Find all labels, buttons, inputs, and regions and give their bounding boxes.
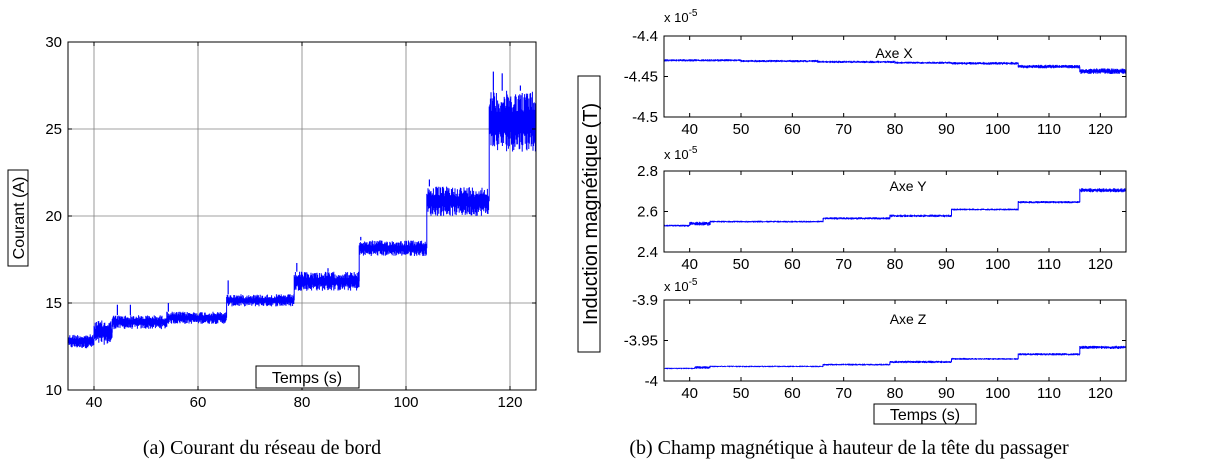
x-tick-label: 40 [681,256,698,273]
x-tick-label: 100 [985,385,1010,402]
y-tick-label: 10 [45,382,62,399]
y-tick-label: -3.95 [624,333,658,350]
x-tick-label: 50 [733,121,750,138]
x-tick-label: 110 [1037,121,1061,138]
y-tick-label: 2.8 [637,163,658,180]
trace-band [663,59,1127,74]
x-tick-label: 110 [1037,256,1061,273]
x-tick-label: 80 [887,121,904,138]
caption-b: (b) Champ magnétique à hauteur de la têt… [629,437,1069,459]
x-tick-label: 40 [86,394,103,411]
x-tick-label: 100 [985,256,1010,273]
x-tick-label: 80 [294,394,311,411]
y-tick-label: 20 [45,208,62,225]
x-tick-label: 110 [1037,385,1061,402]
x-tick-label: 120 [497,394,522,411]
x-tick-label: 100 [393,394,418,411]
xlabel-a: Temps (s) [272,370,342,387]
y-tick-label: -4 [645,373,658,390]
ticks-b3: 40 50 60 70 80 90 100 110 120 -3.9 -3.95 -4 [624,292,1126,402]
grid-a [68,41,536,391]
x-tick-label: 40 [681,385,698,402]
x-tick-label: 50 [733,256,750,273]
ylabel-box-a [7,169,29,267]
x-tick-label: 60 [190,394,207,411]
y-tick-label: -4.45 [624,69,658,86]
exponent-b3: x 10-5 [664,277,698,294]
ylabel-b: Induction magnétique (T) [580,103,602,325]
x-tick-label: 90 [938,385,955,402]
ylabel-a: Courant (A) [11,177,28,260]
xlabel-box-b [873,403,977,425]
y-tick-label: -3.9 [632,292,658,309]
ticks-b1: 40 50 60 70 80 90 100 110 120 -4.4 -4.45 -4.5 [624,28,1126,138]
subplot-title-b1: Axe X [875,45,913,61]
xlabel-box-a [255,365,360,389]
x-tick-label: 100 [985,121,1010,138]
trace-b1 [663,59,1127,74]
y-tick-label: 25 [45,121,62,138]
y-tick-label: 30 [45,34,62,51]
y-tick-label: 2.4 [637,244,658,261]
subplot-axe-x: 40 50 60 70 80 90 100 110 120 -4.4 -4.45 -4.5 x 10-… [624,8,1127,138]
subplot-axe-y: 40 50 60 70 80 90 100 110 120 2.8 2.6 2.4 x 10-5 Ax… [637,145,1127,273]
y-tick-label: -4.5 [632,109,658,126]
subplot-title-b2: Axe Y [889,178,927,194]
y-tick-label: 15 [45,295,62,312]
trace-b3 [663,345,1127,370]
caption-a: (a) Courant du réseau de bord [143,437,381,459]
exponent-b2: x 10-5 [664,145,698,162]
xlabel-b: Temps (s) [890,407,960,424]
panel-a: 40 60 80 100 120 10 15 20 25 30 Courant (A) Temps… [7,34,537,411]
subplot-axe-z: 40 50 60 70 80 90 100 110 120-3.9-3.95-4 x 10-5 … [624,277,1127,402]
x-tick-label: 70 [835,256,852,273]
x-tick-label: 120 [1088,121,1113,138]
x-tick-label: 90 [938,256,955,273]
x-tick-label: 70 [835,121,852,138]
x-tick-label: 90 [938,121,955,138]
x-tick-label: 120 [1088,256,1113,273]
x-tick-label: 80 [887,385,904,402]
trace-band [663,345,1127,370]
x-tick-label: 80 [887,256,904,273]
panel-b: Induction magnétique (T) 40 50 60 70 80 90 100… [577,8,1127,425]
x-tick-label: 60 [784,121,801,138]
ticks-b2: 40 50 60 70 80 90 100 110 120 2.8 2.6 2.4 [637,163,1126,273]
x-tick-label: 60 [784,256,801,273]
x-tick-label: 70 [835,385,852,402]
y-tick-label: 2.6 [637,204,658,221]
ticks-a: 40 60 80 100 120 10 15 20 25 30 [45,34,536,411]
x-tick-label: 40 [681,121,698,138]
subplot-title-b3: Axe Z [890,311,927,327]
ylabel-box-b [577,75,601,353]
x-tick-label: 60 [784,385,801,402]
y-tick-label: -4.4 [632,28,658,45]
exponent-b1: x 10-5 [664,8,698,25]
x-tick-label: 50 [733,385,750,402]
x-tick-label: 120 [1088,385,1113,402]
